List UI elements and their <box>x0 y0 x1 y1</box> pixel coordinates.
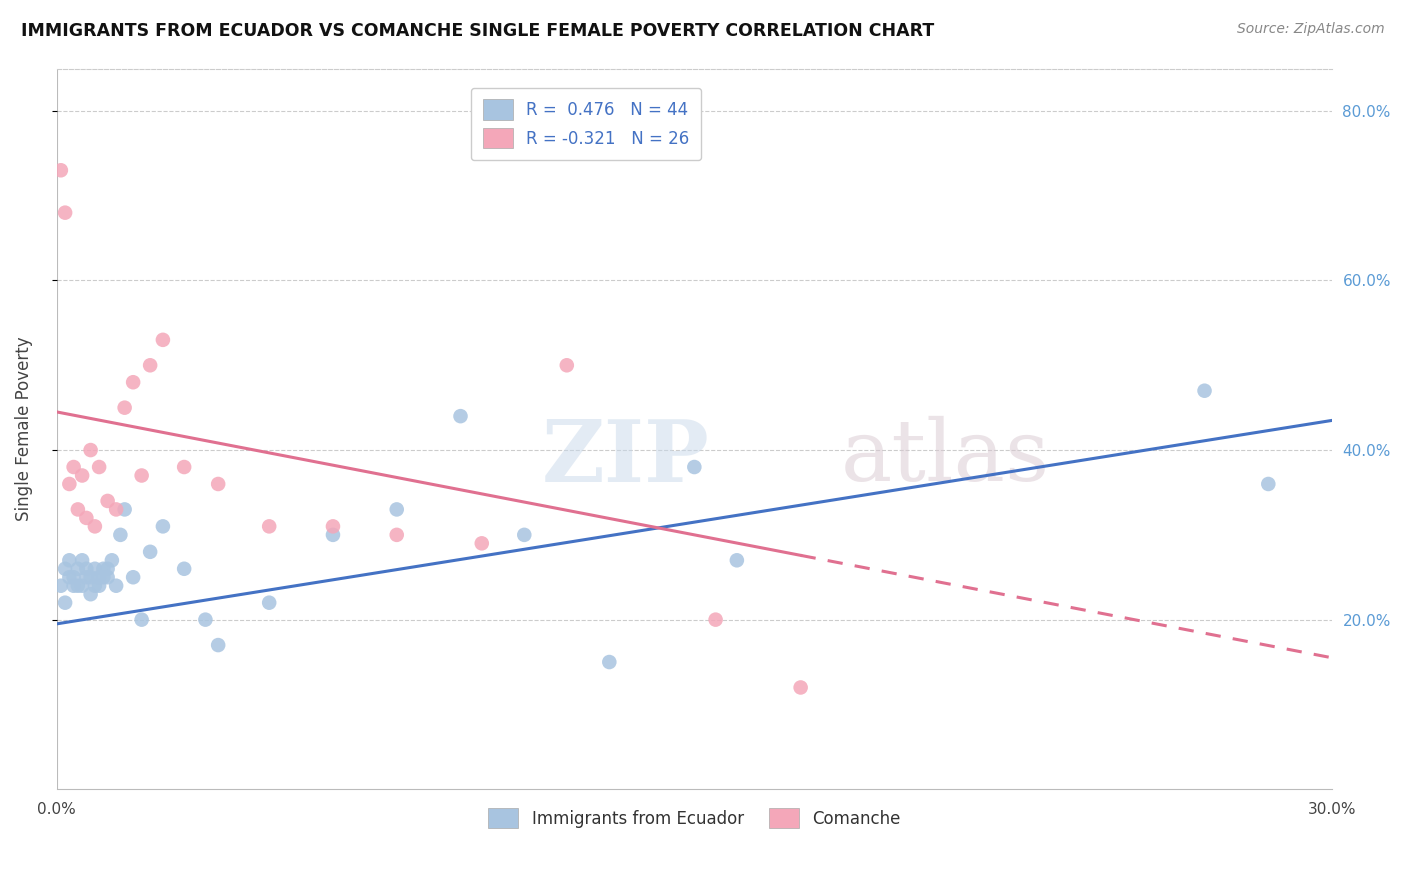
Point <box>70 468 93 483</box>
Point <box>62 570 84 584</box>
Point <box>49 163 72 178</box>
Point <box>53 596 76 610</box>
Point <box>105 579 128 593</box>
Point <box>53 205 76 219</box>
Point <box>450 409 472 424</box>
Point <box>105 502 128 516</box>
Point <box>114 401 136 415</box>
Point <box>101 553 124 567</box>
Point <box>53 562 76 576</box>
Point <box>97 562 120 576</box>
Point <box>385 502 408 516</box>
Point <box>598 655 620 669</box>
Point <box>110 528 132 542</box>
Point <box>122 570 145 584</box>
Point <box>322 519 344 533</box>
Point <box>49 579 72 593</box>
Legend: Immigrants from Ecuador, Comanche: Immigrants from Ecuador, Comanche <box>482 801 907 835</box>
Point <box>207 477 229 491</box>
Point <box>207 638 229 652</box>
Point <box>139 359 162 373</box>
Point <box>93 562 115 576</box>
Point <box>58 570 80 584</box>
Point <box>70 579 93 593</box>
Point <box>555 359 578 373</box>
Point <box>75 511 97 525</box>
Text: IMMIGRANTS FROM ECUADOR VS COMANCHE SINGLE FEMALE POVERTY CORRELATION CHART: IMMIGRANTS FROM ECUADOR VS COMANCHE SING… <box>21 22 935 40</box>
Point <box>83 579 105 593</box>
Point <box>62 579 84 593</box>
Point <box>322 528 344 542</box>
Point <box>152 519 174 533</box>
Point <box>257 596 280 610</box>
Point <box>75 562 97 576</box>
Point <box>89 570 111 584</box>
Point <box>83 562 105 576</box>
Point <box>152 333 174 347</box>
Text: atlas: atlas <box>841 416 1050 500</box>
Point <box>79 587 101 601</box>
Point <box>93 570 115 584</box>
Point <box>79 443 101 458</box>
Point <box>89 460 111 475</box>
Point <box>131 613 153 627</box>
Point <box>725 553 748 567</box>
Point <box>1194 384 1216 398</box>
Y-axis label: Single Female Poverty: Single Female Poverty <box>15 336 32 521</box>
Point <box>704 613 727 627</box>
Point <box>66 562 89 576</box>
Point <box>1257 477 1279 491</box>
Point <box>173 460 195 475</box>
Point <box>683 460 706 475</box>
Point <box>89 579 111 593</box>
Point <box>75 570 97 584</box>
Point <box>97 570 120 584</box>
Point <box>58 477 80 491</box>
Point <box>513 528 536 542</box>
Point <box>58 553 80 567</box>
Point <box>194 613 217 627</box>
Point <box>385 528 408 542</box>
Point <box>66 579 89 593</box>
Point <box>139 545 162 559</box>
Point <box>257 519 280 533</box>
Point <box>62 460 84 475</box>
Point <box>173 562 195 576</box>
Text: Source: ZipAtlas.com: Source: ZipAtlas.com <box>1237 22 1385 37</box>
Point <box>97 494 120 508</box>
Point <box>471 536 494 550</box>
Point <box>70 553 93 567</box>
Point <box>114 502 136 516</box>
Point <box>66 502 89 516</box>
Point <box>131 468 153 483</box>
Point <box>789 681 811 695</box>
Point <box>122 376 145 390</box>
Text: ZIP: ZIP <box>541 416 709 500</box>
Point <box>79 570 101 584</box>
Point <box>83 519 105 533</box>
